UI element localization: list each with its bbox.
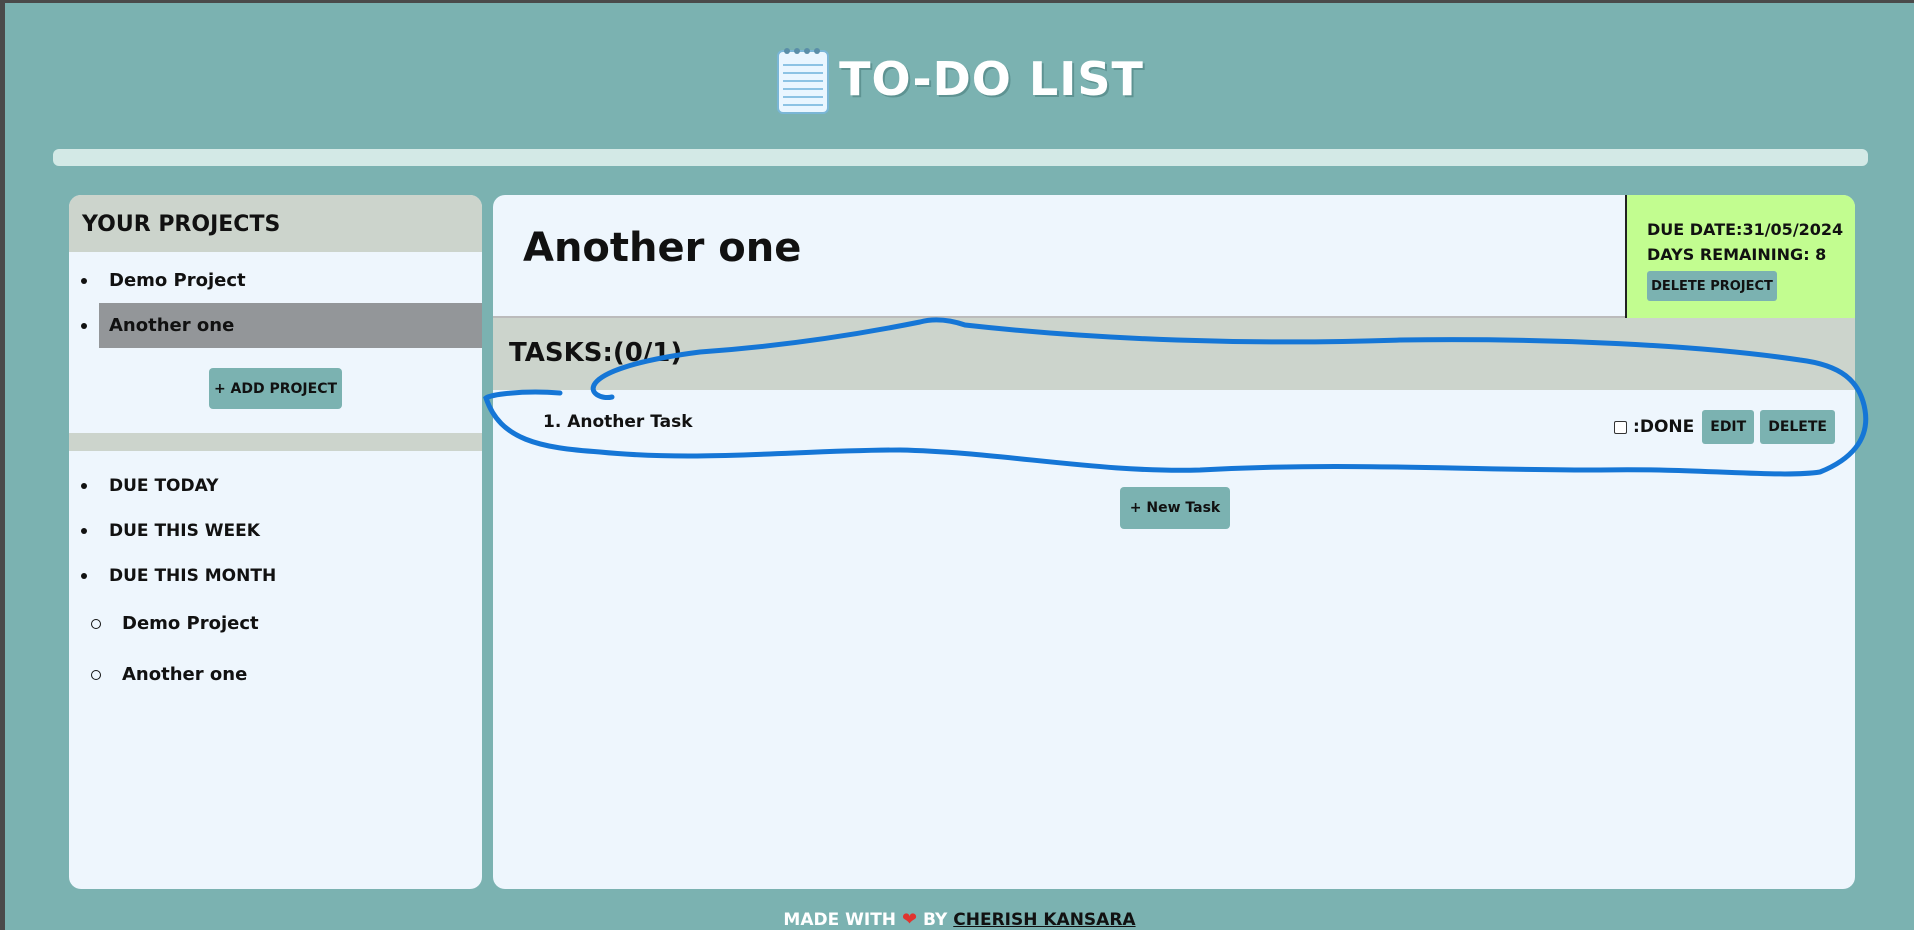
filter-label: DUE TODAY	[109, 475, 219, 496]
sidebar-heading: YOUR PROJECTS	[69, 195, 482, 252]
sidebar-item-demo-project[interactable]: Demo Project	[81, 258, 482, 303]
delete-task-button[interactable]: DELETE	[1760, 410, 1835, 444]
project-label: Demo Project	[109, 270, 246, 291]
app-header: TO-DO LIST	[5, 39, 1914, 119]
project-title: Another one	[523, 225, 802, 271]
due-month-project-another[interactable]: Another one	[91, 649, 482, 700]
edit-task-button[interactable]: EDIT	[1702, 410, 1755, 444]
project-list: Demo Project Another one	[69, 258, 482, 348]
done-label: :DONE	[1633, 417, 1695, 437]
project-header: Another one DUE DATE:31/05/2024 DAYS REM…	[493, 195, 1855, 318]
app-container: TO-DO LIST YOUR PROJECTS Demo Project An…	[5, 3, 1914, 930]
project-label: Another one	[122, 664, 248, 685]
task-done-checkbox[interactable]	[1614, 420, 1628, 434]
project-label: Demo Project	[122, 613, 259, 634]
task-controls: :DONE EDIT DELETE	[1614, 410, 1835, 444]
filter-due-today[interactable]: DUE TODAY	[81, 463, 482, 508]
footer-by: BY	[922, 910, 948, 930]
due-filter-list: DUE TODAY DUE THIS WEEK DUE THIS MONTH D…	[69, 463, 482, 700]
project-label: Another one	[109, 315, 235, 336]
footer-made-with: MADE WITH	[783, 910, 897, 930]
tasks-heading: TASKS:(0/1)	[493, 318, 1855, 390]
notepad-icon	[775, 43, 831, 115]
days-remaining: DAYS REMAINING: 8	[1647, 245, 1827, 264]
author-link[interactable]: CHERISH KANSARA	[953, 910, 1136, 930]
project-panel: Another one DUE DATE:31/05/2024 DAYS REM…	[493, 195, 1855, 889]
sidebar: YOUR PROJECTS Demo Project Another one +…	[69, 195, 482, 889]
footer: MADE WITH ❤ BY CHERISH KANSARA	[5, 909, 1914, 930]
app-title: TO-DO LIST	[839, 52, 1144, 106]
sidebar-item-another-one[interactable]: Another one	[81, 303, 482, 348]
add-project-button[interactable]: + ADD PROJECT	[209, 368, 342, 409]
new-task-button[interactable]: + New Task	[1120, 487, 1230, 529]
heart-icon: ❤	[901, 909, 918, 930]
filter-due-this-month[interactable]: DUE THIS MONTH	[81, 553, 482, 598]
sidebar-separator	[69, 433, 482, 451]
filter-label: DUE THIS WEEK	[109, 520, 260, 541]
task-name: 1. Another Task	[543, 412, 693, 432]
due-date: DUE DATE:31/05/2024	[1647, 220, 1844, 239]
due-month-project-demo[interactable]: Demo Project	[91, 598, 482, 649]
task-row: 1. Another Task :DONE EDIT DELETE	[493, 390, 1855, 452]
delete-project-button[interactable]: DELETE PROJECT	[1647, 271, 1777, 301]
filter-due-this-week[interactable]: DUE THIS WEEK	[81, 508, 482, 553]
header-divider	[53, 149, 1868, 166]
due-info-box: DUE DATE:31/05/2024 DAYS REMAINING: 8 DE…	[1625, 195, 1855, 318]
filter-label: DUE THIS MONTH	[109, 565, 277, 586]
